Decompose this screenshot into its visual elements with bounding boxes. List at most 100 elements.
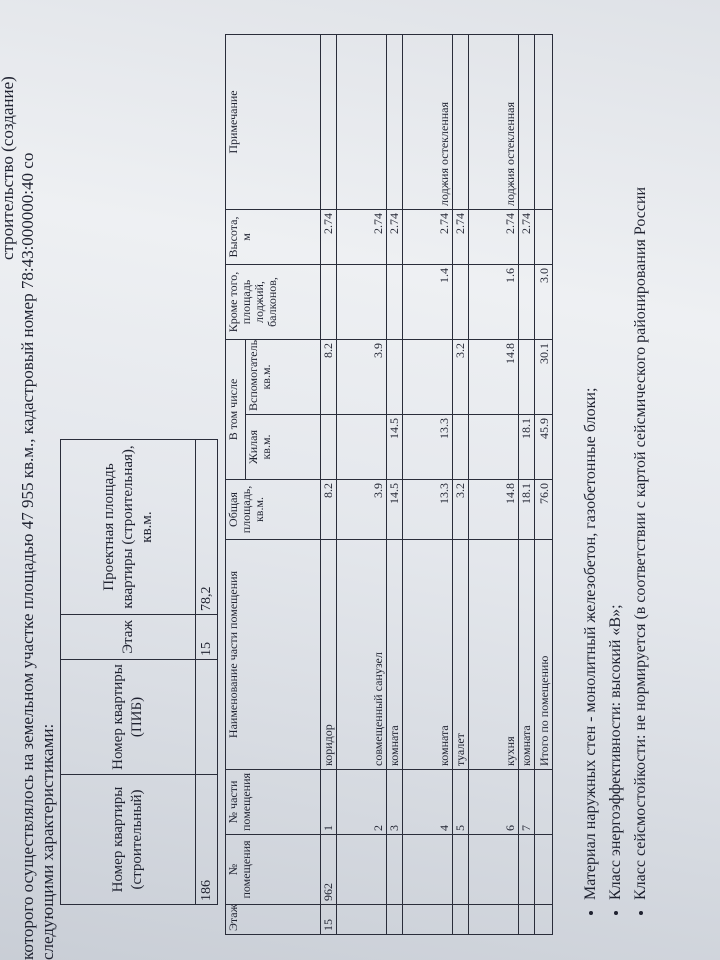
header-cell: Кроме того, площадь лоджий, балконов, <box>225 264 321 340</box>
cell: 8.2 <box>320 339 337 415</box>
cell: 18.1 <box>518 479 535 540</box>
cell <box>336 834 387 905</box>
cell: 2.74 <box>468 209 519 265</box>
cell: комната <box>386 539 403 770</box>
cell: 3.2 <box>452 339 469 415</box>
cell <box>195 659 218 775</box>
cell: 3.2 <box>452 479 469 540</box>
cell <box>386 904 403 935</box>
header-cell: № части помещения <box>225 769 321 835</box>
cell: 2.74 <box>336 209 387 265</box>
cell: 186 <box>195 774 218 905</box>
cell <box>452 904 469 935</box>
cell: коридор <box>320 539 337 770</box>
cell <box>336 414 387 480</box>
cell: 78,2 <box>195 439 218 615</box>
row: 4 комната 13.3 13.3 1.4 2.74 лоджия остекленна… <box>402 34 453 935</box>
cell <box>386 264 403 340</box>
intro-line: которого осуществлялось на земельном уча… <box>18 152 37 960</box>
cell: 1 <box>320 769 337 835</box>
row: Итого по помещению 76.0 45.9 30.1 3.0 <box>534 34 553 935</box>
cell: 8.2 <box>320 479 337 540</box>
cell <box>534 834 553 905</box>
cell: 3.9 <box>336 339 387 415</box>
apartment-table: Номер квартиры (строительный) Номер кварт… <box>60 439 218 905</box>
cell: 2 <box>336 769 387 835</box>
cell <box>518 34 535 210</box>
cell: Итого по помещению <box>534 539 553 770</box>
header-cell: В том числе <box>225 339 246 480</box>
cell <box>336 34 387 210</box>
cell: лоджия остекленная <box>402 34 453 210</box>
bullet: Материал наружных стен - монолитный желе… <box>578 0 603 900</box>
cell <box>386 339 403 415</box>
cell: 1.4 <box>402 264 453 340</box>
cell <box>468 834 519 905</box>
header-cell: Номер квартиры (ПИБ) <box>60 659 196 775</box>
header-cell: Проектная площадь квартиры (строительная… <box>60 439 196 615</box>
cell: 962 <box>320 834 337 905</box>
row: 7 комната 18.1 18.1 2.74 <box>518 34 535 935</box>
cell: кухня <box>468 539 519 770</box>
bullet-list: Материал наружных стен - монолитный желе… <box>578 0 653 920</box>
cell <box>336 904 387 935</box>
cell: 2.74 <box>386 209 403 265</box>
cell <box>320 414 337 480</box>
header-cell: Номер квартиры (строительный) <box>60 774 196 905</box>
cell: 76.0 <box>534 479 553 540</box>
cell: 1.6 <box>468 264 519 340</box>
cell: 6 <box>468 769 519 835</box>
cell: 14.5 <box>386 414 403 480</box>
intro-line: строительство (создание) <box>0 76 17 260</box>
bullet: Класс энергоэффективности: высокий «В»; <box>603 0 628 900</box>
header-cell: Наименование части помещения <box>225 539 321 770</box>
cell: 13.3 <box>402 414 453 480</box>
cell: комната <box>518 539 535 770</box>
cell: 2.74 <box>452 209 469 265</box>
header-cell: Высота, м <box>225 209 321 265</box>
cell <box>320 264 337 340</box>
cell: 7 <box>518 769 535 835</box>
cell: 13.3 <box>402 479 453 540</box>
cell <box>518 904 535 935</box>
cell: 3.0 <box>534 264 553 340</box>
cell <box>452 834 469 905</box>
header-cell: Этаж <box>225 904 321 935</box>
cell: 14.8 <box>468 479 519 540</box>
cell: комната <box>402 539 453 770</box>
cell <box>518 834 535 905</box>
cell <box>452 34 469 210</box>
cell: 15 <box>320 904 337 935</box>
cell <box>534 34 553 210</box>
row: 2 совмещенный санузел 3.9 3.9 2.74 <box>336 34 387 935</box>
row: 5 туалет 3.2 3.2 2.74 <box>452 34 469 935</box>
cell: 45.9 <box>534 414 553 480</box>
cell: совмещенный санузел <box>336 539 387 770</box>
cell <box>320 34 337 210</box>
cell <box>336 264 387 340</box>
header-cell: № помещения <box>225 834 321 905</box>
cell <box>518 339 535 415</box>
cell <box>534 769 553 835</box>
cell: 4 <box>402 769 453 835</box>
cell: 14.5 <box>386 479 403 540</box>
cell <box>534 904 553 935</box>
row: 6 кухня 14.8 14.8 1.6 2.74 лоджия остекленная <box>468 34 519 935</box>
header-cell: Жилая кв.м. <box>245 414 321 480</box>
cell: 3 <box>386 769 403 835</box>
bullet: Класс сейсмостойкости: не нормируется (в… <box>628 0 653 900</box>
cell <box>468 904 519 935</box>
row: 15 962 1 коридор 8.2 8.2 2.74 <box>320 34 337 935</box>
cell: туалет <box>452 539 469 770</box>
cell <box>452 414 469 480</box>
cell: 14.8 <box>468 339 519 415</box>
header-cell: Примечание <box>225 34 321 210</box>
cell: 18.1 <box>518 414 535 480</box>
cell <box>386 34 403 210</box>
cell: 2.74 <box>402 209 453 265</box>
header-cell: Общая площадь, кв.м. <box>225 479 321 540</box>
cell: 2.74 <box>518 209 535 265</box>
cell: 5 <box>452 769 469 835</box>
